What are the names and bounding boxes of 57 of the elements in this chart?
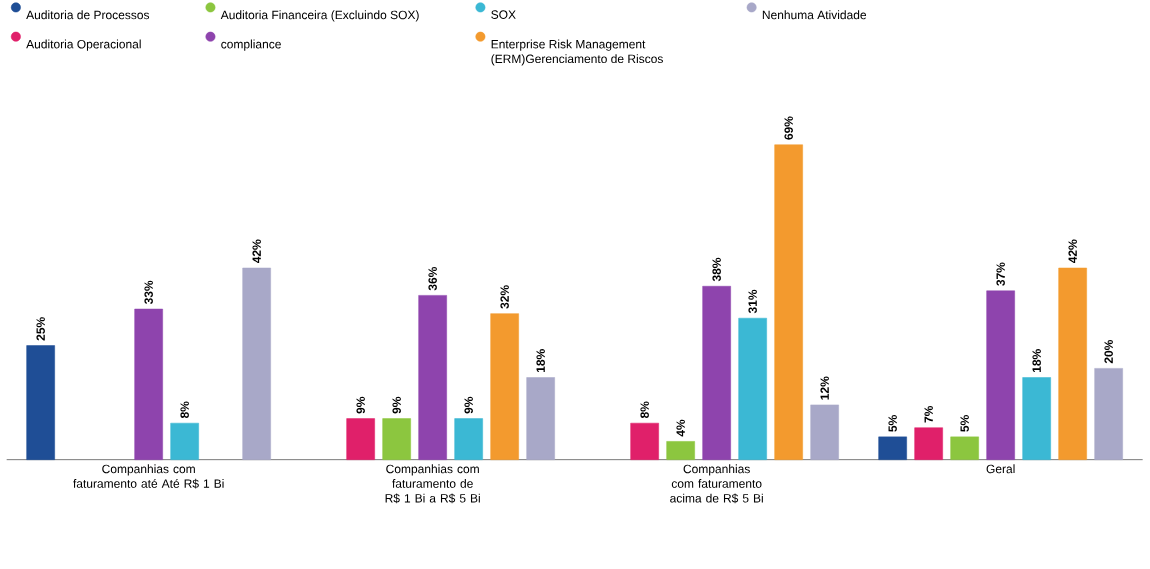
data-label: 33% — [144, 280, 153, 305]
bar — [242, 267, 271, 460]
bar — [1094, 368, 1123, 460]
data-label: 20% — [1104, 339, 1113, 364]
data-label: 32% — [500, 285, 509, 309]
data-label: 69% — [784, 116, 793, 140]
data-label: 18% — [536, 349, 545, 373]
data-label: 5% — [960, 415, 969, 432]
bar — [1058, 267, 1087, 460]
bar — [630, 422, 659, 460]
legend-label: Enterprise Risk Management (ERM)Gerenciamento de Riscos — [491, 39, 663, 66]
data-label: 7% — [924, 405, 933, 423]
data-label: 9% — [392, 396, 401, 414]
data-label: 31% — [748, 289, 757, 314]
bar — [914, 427, 943, 460]
data-label: 8% — [180, 401, 189, 419]
data-label: 9% — [356, 396, 365, 414]
bar — [418, 295, 447, 460]
bar — [950, 436, 979, 460]
x-tick-label: Companhias com faturamento até Até R$ 1 Bi — [73, 464, 224, 489]
bar — [170, 422, 199, 460]
data-label: 8% — [640, 401, 649, 419]
legend-label: Auditoria Operacional — [26, 39, 141, 51]
data-label: 36% — [428, 266, 437, 291]
x-tick-label: Companhias com faturamento de R$ 1 Bi a R$ 5 Bi — [385, 464, 480, 504]
bar — [810, 404, 839, 460]
data-label: 4% — [676, 419, 685, 437]
data-label: 12% — [820, 376, 829, 400]
legend-label: Auditoria Financeira (Excluindo SOX) — [220, 10, 419, 22]
x-tick-label: Companhias com faturamento acima de R$ 5 Bi — [670, 464, 763, 504]
data-label: 42% — [252, 239, 261, 264]
bar — [526, 377, 555, 460]
bar — [1022, 377, 1051, 460]
bar — [666, 441, 695, 460]
data-label: 25% — [36, 317, 45, 341]
data-label: 18% — [1032, 349, 1041, 373]
bar — [738, 317, 767, 460]
bar — [490, 313, 519, 460]
data-label: 5% — [888, 415, 897, 432]
legend-label: Auditoria de Processos — [26, 10, 150, 20]
data-label: 37% — [996, 262, 1005, 286]
data-label: 9% — [464, 396, 473, 414]
bar — [454, 418, 483, 460]
bar — [382, 418, 411, 460]
x-tick-label: Geral — [986, 464, 1015, 474]
legend-label: SOX — [491, 10, 516, 19]
bar — [878, 436, 907, 460]
bar — [986, 290, 1015, 460]
legend-label: Nenhuma Atividade — [762, 10, 867, 20]
bar — [26, 345, 55, 460]
data-label: 42% — [1068, 239, 1077, 264]
bar — [774, 144, 803, 460]
bar — [134, 308, 163, 460]
bar — [702, 285, 731, 460]
bar — [346, 418, 375, 460]
legend-label: compliance — [221, 39, 281, 51]
data-label: 38% — [712, 257, 721, 282]
